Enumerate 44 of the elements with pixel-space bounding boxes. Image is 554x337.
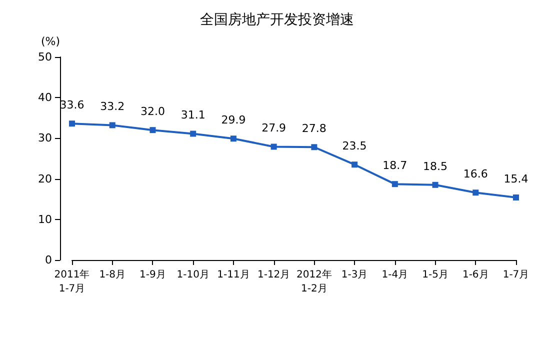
point [230, 136, 236, 142]
x-tick-label: 2012年 1-2月 [296, 268, 332, 294]
x-tick-label: 1-10月 [176, 270, 210, 280]
data-label: 15.4 [504, 172, 528, 186]
x-tick-label: 1-9月 [140, 270, 166, 280]
x-tick-label: 1-5月 [422, 270, 448, 280]
x-tick-label: 2011年 1-7月 [54, 268, 90, 294]
data-label: 29.9 [221, 114, 246, 127]
point [69, 120, 75, 127]
x-tick-label: 1-12月 [257, 270, 290, 280]
x-tick-label: 1-3月 [341, 270, 368, 280]
point [150, 127, 156, 134]
y-axis-title: (%) [40, 35, 60, 48]
point [311, 144, 318, 150]
y-tick-label: 20 [38, 172, 52, 186]
data-label: 18.7 [382, 159, 408, 172]
point [352, 162, 358, 168]
data-label: 31.1 [180, 108, 206, 122]
data-label: 18.5 [423, 160, 448, 173]
x-tick-label: 1-6月 [462, 270, 489, 280]
y-tick-label: 0 [45, 254, 52, 266]
x-tick-label: 1-4月 [382, 270, 408, 280]
x-tick-label: 1-8月 [99, 270, 126, 280]
point [513, 194, 519, 200]
y-tick-label: 40 [38, 91, 52, 104]
point [109, 122, 116, 128]
data-label: 23.5 [342, 140, 367, 153]
point [392, 181, 398, 188]
chart-title: 全国房地产开发投资增速 [200, 12, 354, 28]
data-label: 27.9 [262, 122, 286, 135]
point [432, 182, 438, 188]
point [190, 130, 196, 137]
point [270, 144, 277, 150]
y-tick-label: 10 [38, 212, 52, 226]
data-label: 27.8 [302, 122, 326, 136]
data-label: 33.2 [100, 100, 125, 114]
point [472, 190, 479, 196]
y-tick-label: 50 [38, 50, 52, 64]
data-label: 33.6 [60, 98, 84, 112]
data-label: 16.6 [463, 168, 488, 181]
y-tick-label: 30 [38, 132, 52, 145]
x-tick-label: 1-11月 [217, 270, 250, 280]
x-tick-label: 1-7月 [502, 270, 530, 280]
data-label: 32.0 [140, 105, 165, 118]
